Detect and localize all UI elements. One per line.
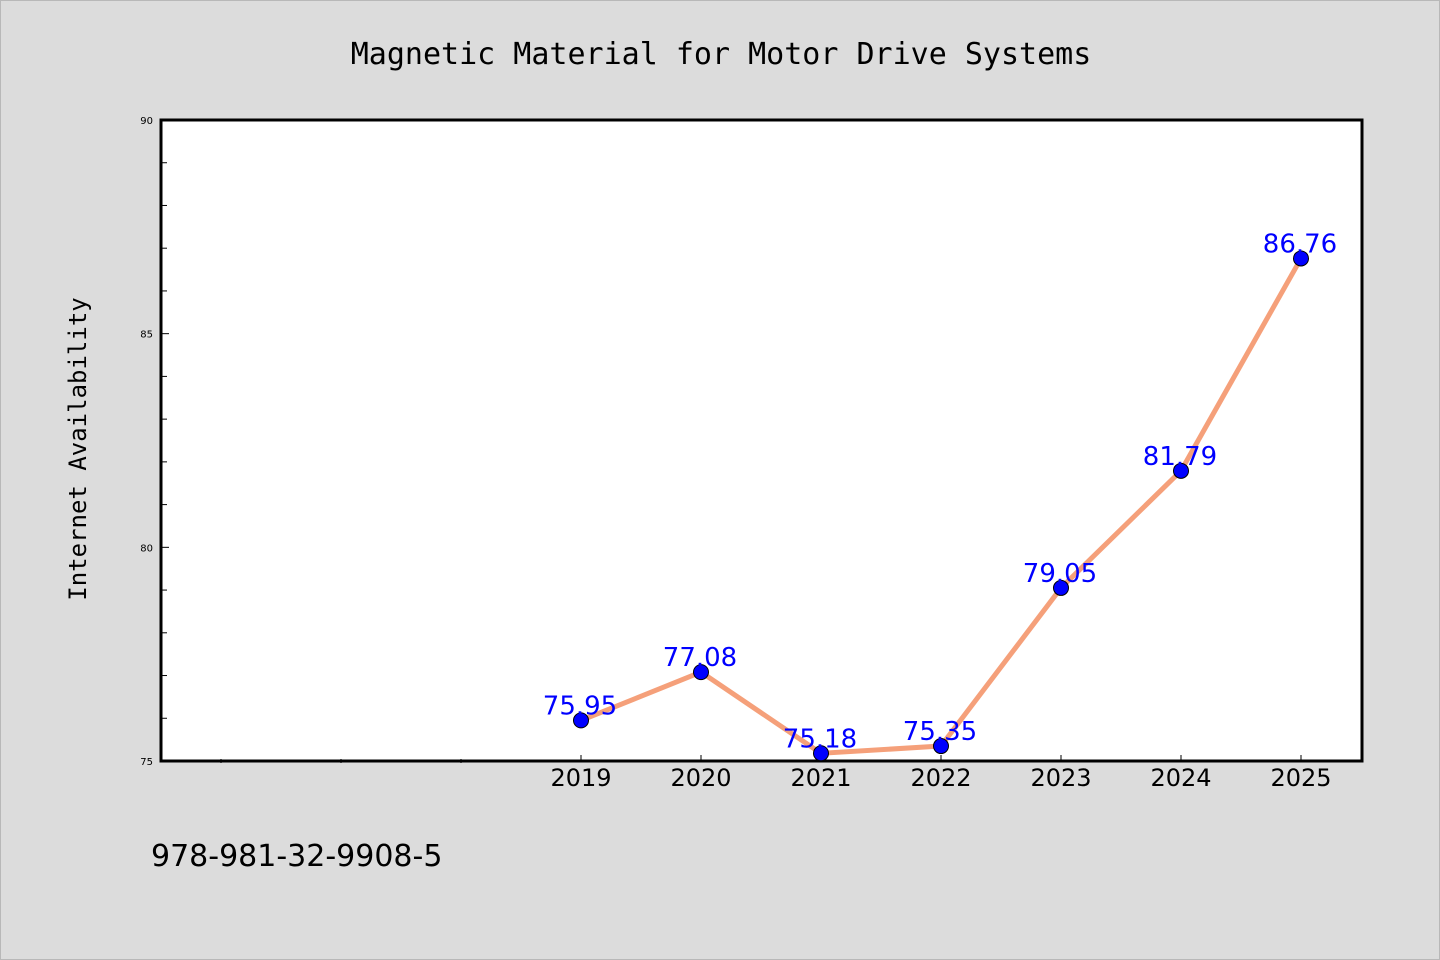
y-axis-ticks: 75 80 85 90 — [140, 116, 169, 768]
data-markers — [573, 250, 1309, 762]
data-label: 77.08 — [663, 643, 737, 673]
data-labels: 75.95 77.08 75.18 75.35 79.05 81.79 86.76 — [543, 229, 1337, 754]
x-tick-label: 2023 — [1030, 764, 1091, 792]
data-label: 81.79 — [1143, 442, 1217, 472]
x-axis-ticks: 2019 2020 2021 2022 2023 2024 2025 — [220, 755, 1332, 792]
plot-area — [159, 118, 1364, 763]
y-tick-label: 75 — [140, 757, 153, 768]
y-tick-label: 80 — [140, 543, 153, 554]
y-axis-title: Internet Availability — [64, 297, 92, 600]
data-label: 79.05 — [1023, 559, 1097, 589]
x-tick-label: 2019 — [550, 764, 611, 792]
data-label: 86.76 — [1263, 229, 1337, 259]
data-point — [813, 745, 829, 762]
data-point — [1293, 250, 1309, 267]
x-tick-label: 2024 — [1150, 764, 1211, 792]
y-tick-label: 90 — [140, 116, 153, 127]
x-tick-label: 2022 — [910, 764, 971, 792]
data-point — [573, 712, 589, 729]
data-point — [1053, 579, 1069, 596]
x-tick-label: 2020 — [670, 764, 731, 792]
data-point — [1173, 462, 1189, 479]
isbn-text: 978-981-32-9908-5 — [151, 839, 442, 874]
x-tick-label: 2025 — [1270, 764, 1331, 792]
data-label: 75.95 — [543, 691, 617, 721]
data-label: 75.18 — [783, 724, 857, 754]
data-point — [693, 664, 709, 681]
y-tick-label: 85 — [140, 330, 153, 341]
x-tick-label: 2021 — [790, 764, 851, 792]
chart-title: Magnetic Material for Motor Drive System… — [351, 37, 1092, 72]
data-point — [933, 738, 949, 755]
data-label: 75.35 — [903, 717, 977, 747]
